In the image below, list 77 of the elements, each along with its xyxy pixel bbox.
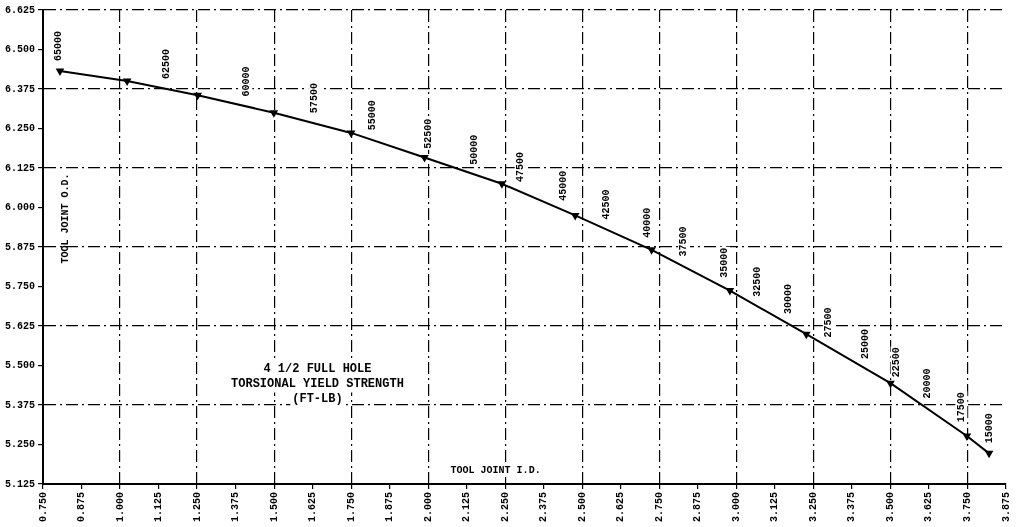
annotation: 35000 <box>718 247 730 278</box>
y-tick-label: 5.750 <box>4 281 35 293</box>
x-tick-label: 1.500 <box>268 492 280 523</box>
x-tick-label: 2.000 <box>422 492 434 523</box>
x-tick-label: 2.125 <box>461 492 473 523</box>
x-tick-label: 1.000 <box>114 492 126 523</box>
point <box>270 110 278 117</box>
point <box>726 288 734 295</box>
annotation: 47500 <box>515 152 527 183</box>
point <box>123 78 131 86</box>
x-tick-label: 1.125 <box>153 492 165 523</box>
annotation: 37500 <box>678 226 690 257</box>
text: 4 1/2 FULL HOLE TORSIONAL YIELD STRENGTH (FT-LB) <box>231 362 404 407</box>
annotation: 62500 <box>160 48 172 79</box>
y-tick-label: 6.500 <box>4 44 35 56</box>
x-tick-label: 2.250 <box>499 492 511 523</box>
y-tick-label: 5.250 <box>4 439 35 451</box>
annotation: 60000 <box>240 66 252 97</box>
y-tick-label: 6.250 <box>4 123 35 135</box>
annotation: 17500 <box>955 392 967 423</box>
x-tick-label: 1.625 <box>307 492 319 523</box>
y-tick-label: 6.125 <box>4 162 35 174</box>
annotation: 30000 <box>783 284 795 315</box>
x-tick-label: 3.125 <box>769 492 781 523</box>
point <box>571 212 579 220</box>
x-tick-label: 0.750 <box>37 492 49 523</box>
annotation: 50000 <box>468 134 480 165</box>
annotation: 45000 <box>558 170 570 201</box>
x-tick-label: 1.250 <box>191 492 203 523</box>
x-tick-label: 2.750 <box>653 492 665 523</box>
point <box>498 181 506 188</box>
x-tick-label: 0.875 <box>76 492 88 523</box>
x-tick-label: 2.625 <box>615 492 627 523</box>
annotation: 20000 <box>921 368 933 399</box>
x-tick-label: 1.375 <box>230 492 242 523</box>
annotation: 22500 <box>891 347 903 378</box>
point <box>886 380 895 388</box>
y-axis-title: TOOL JOINT O.D. <box>59 173 71 264</box>
x-tick-label: 2.500 <box>576 492 588 523</box>
point <box>420 155 429 162</box>
y-tick-label: 5.375 <box>4 399 35 411</box>
annotation: 32500 <box>752 266 764 297</box>
annotation: 27500 <box>823 307 835 338</box>
annotation: 57500 <box>308 83 320 114</box>
x-tick-label: 2.375 <box>538 492 550 523</box>
x-tick-label: 1.875 <box>384 492 396 523</box>
x-tick-label: 3.000 <box>730 492 742 523</box>
point <box>802 331 810 339</box>
y-tick-label: 6.000 <box>4 202 35 214</box>
x-tick-label: 2.875 <box>692 492 704 523</box>
point <box>648 247 656 254</box>
point <box>963 433 971 440</box>
x-tick-label: 3.500 <box>884 492 896 523</box>
x-tick-label: 3.750 <box>962 492 973 523</box>
point <box>985 450 993 458</box>
point <box>56 68 64 75</box>
x-axis-title: TOOL JOINT I.D. <box>450 464 541 476</box>
annotation: 15000 <box>983 413 995 444</box>
point <box>194 92 202 100</box>
annotation: 55000 <box>367 100 379 131</box>
x-tick-label: 3.625 <box>923 492 935 523</box>
annotation: 25000 <box>860 328 872 359</box>
y-tick-label: 5.875 <box>4 241 35 253</box>
y-tick-label: 5.625 <box>4 320 35 332</box>
annotation: 52500 <box>422 118 434 149</box>
x-tick-label: 3.875 <box>1000 492 1012 523</box>
annotation: 40000 <box>641 207 653 238</box>
y-tick-label: 5.125 <box>4 478 35 490</box>
y-tick-label: 6.625 <box>4 4 35 16</box>
annotation: 65000 <box>52 30 64 61</box>
y-tick-label: 5.500 <box>4 360 35 372</box>
x-tick-label: 1.750 <box>345 492 357 523</box>
x-tick-label: 3.375 <box>846 492 858 523</box>
point <box>347 130 355 137</box>
x-tick-label: 3.250 <box>807 492 819 523</box>
y-tick-label: 6.375 <box>4 83 35 95</box>
annotation: 42500 <box>601 189 613 220</box>
